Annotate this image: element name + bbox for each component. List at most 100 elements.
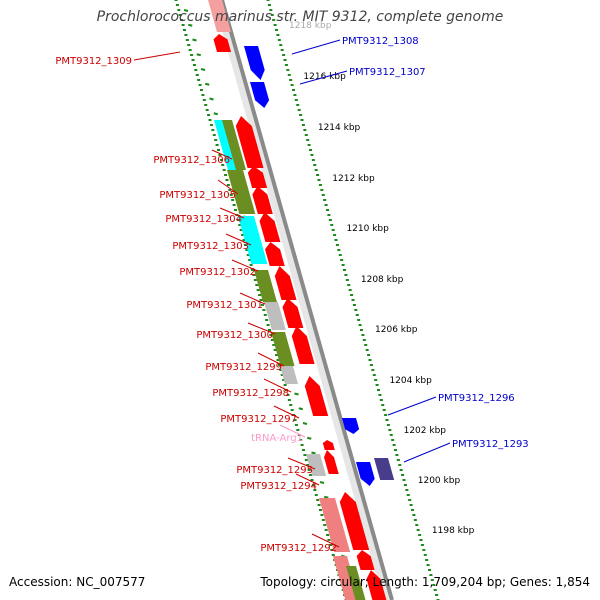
ruler-label: 1200 kbp (418, 476, 461, 486)
ruler-label: 1202 kbp (404, 426, 447, 436)
cog-block (306, 454, 327, 476)
gene-leader-line (263, 378, 292, 393)
forward-cds-arrow (274, 266, 297, 300)
gene-leader-line (239, 292, 266, 305)
gene-label: PMT9312_1294 (240, 481, 317, 492)
forward-cds-arrow (282, 298, 304, 328)
forward-cds-arrow (265, 242, 285, 266)
forward-cds-arrow (291, 326, 315, 364)
forward-cds-arrow (247, 166, 268, 188)
cog-block (374, 458, 395, 480)
gene-leader-line (291, 39, 341, 55)
gene-leader-line (403, 442, 451, 463)
cog-block (254, 270, 277, 302)
gene-leader-line (219, 207, 245, 219)
inner-track-dash (294, 392, 299, 396)
gene-leader-line (247, 322, 276, 335)
inner-track-dash (213, 112, 218, 116)
cog-block (222, 120, 246, 170)
accession-text: Accession: NC_007577 (9, 575, 146, 589)
gene-leader-line (231, 259, 259, 272)
gene-leader-line (133, 51, 181, 61)
forward-cds-arrow (213, 34, 232, 52)
gene-label: PMT9312_1306 (153, 155, 230, 166)
gene-leader-line (211, 149, 233, 160)
gene-leader-line (287, 457, 316, 470)
gene-label: PMT9312_1305 (159, 190, 236, 201)
reverse-cds-arrow (356, 462, 375, 486)
gene-labels: PMT9312_1309 PMT9312_1306 PMT9312_1305 PMT9… (55, 36, 528, 554)
forward-cds-arrow (356, 550, 375, 570)
forward-cds-arrow (304, 376, 329, 416)
inner-track-dash (311, 451, 316, 455)
ruler-label: 1214 kbp (318, 123, 361, 133)
feature-blocks (208, 0, 395, 600)
cog-block (271, 332, 295, 366)
gene-label: PMT9312_1300 (196, 330, 273, 341)
cog-block (319, 498, 351, 552)
ruler-label: 1206 kbp (375, 325, 418, 335)
gene-leader-line (295, 473, 320, 486)
gene-label: PMT9312_1298 (212, 388, 289, 399)
forward-cds-arrow (324, 450, 339, 474)
forward-cds-arrow (366, 570, 387, 600)
cog-block (227, 170, 256, 214)
inner-track-dash (319, 481, 325, 484)
inner-track-dash (307, 436, 312, 440)
ruler-label: 1218 kbp (289, 21, 332, 31)
inner-track-dash (188, 23, 193, 27)
gene-leader-line (217, 179, 239, 195)
genome-title: Prochlorococcus marinus str. MIT 9312, c… (96, 9, 504, 25)
inner-track-dash (298, 407, 303, 411)
cog-block (238, 216, 268, 264)
inner-track-dash (192, 38, 197, 42)
backbone-shadow (213, 0, 393, 600)
genome-backbone (213, 0, 394, 600)
inner-track-dash (209, 97, 214, 101)
gene-leader-line (257, 352, 285, 367)
gene-label: PMT9312_1307 (349, 67, 426, 78)
gene-label: PMT9312_1309 (55, 56, 132, 67)
reverse-cds-arrow (244, 46, 265, 80)
forward-cds-arrow (259, 212, 281, 242)
gene-label: PMT9312_1293 (452, 439, 529, 450)
backbone-line (220, 0, 394, 600)
inner-track-dash (324, 495, 329, 499)
forward-cds-arrow (322, 440, 335, 450)
gene-leader-line (225, 233, 252, 246)
cog-block (346, 566, 366, 600)
reverse-cds-arrow (342, 418, 360, 434)
gene-label: PMT9312_1296 (438, 393, 515, 404)
inner-track-dash (196, 53, 201, 57)
gene-label: PMT9312_1295 (236, 465, 313, 476)
forward-cds-arrow (339, 492, 370, 550)
gene-leader-line (299, 70, 348, 85)
cog-block (264, 302, 286, 330)
inner-track-dash (302, 422, 308, 425)
gene-leader-line (279, 424, 306, 438)
gene-label: PMT9312_1302 (179, 267, 256, 278)
gene-label: PMT9312_1299 (205, 362, 282, 373)
gene-leader-line (387, 396, 437, 416)
ruler-label: 1210 kbp (346, 224, 389, 234)
forward-cds-arrow (252, 186, 273, 214)
gene-leader-line (273, 405, 300, 419)
gene-label: PMT9312_1292 (260, 543, 337, 554)
gene-label: PMT9312_1308 (342, 36, 419, 47)
gene-label: PMT9312_1297 (220, 414, 297, 425)
gene-label: tRNA-Arg1 (251, 433, 303, 444)
genome-summary-text: Topology: circular; Length: 1,709,204 bp… (260, 575, 590, 589)
cog-block (208, 0, 231, 32)
ruler-label: 1204 kbp (389, 376, 432, 386)
gene-leader-line (311, 533, 340, 548)
forward-cds-arrow (235, 116, 264, 168)
ruler-label: 1212 kbp (332, 174, 375, 184)
cog-block (280, 366, 299, 384)
gene-label: PMT9312_1303 (172, 241, 249, 252)
ruler-label: 1208 kbp (361, 275, 404, 285)
inner-track-dash (183, 9, 189, 12)
inner-track-dash (200, 68, 206, 71)
inner-track-dash (205, 82, 210, 86)
reverse-cds-arrow (250, 82, 270, 108)
